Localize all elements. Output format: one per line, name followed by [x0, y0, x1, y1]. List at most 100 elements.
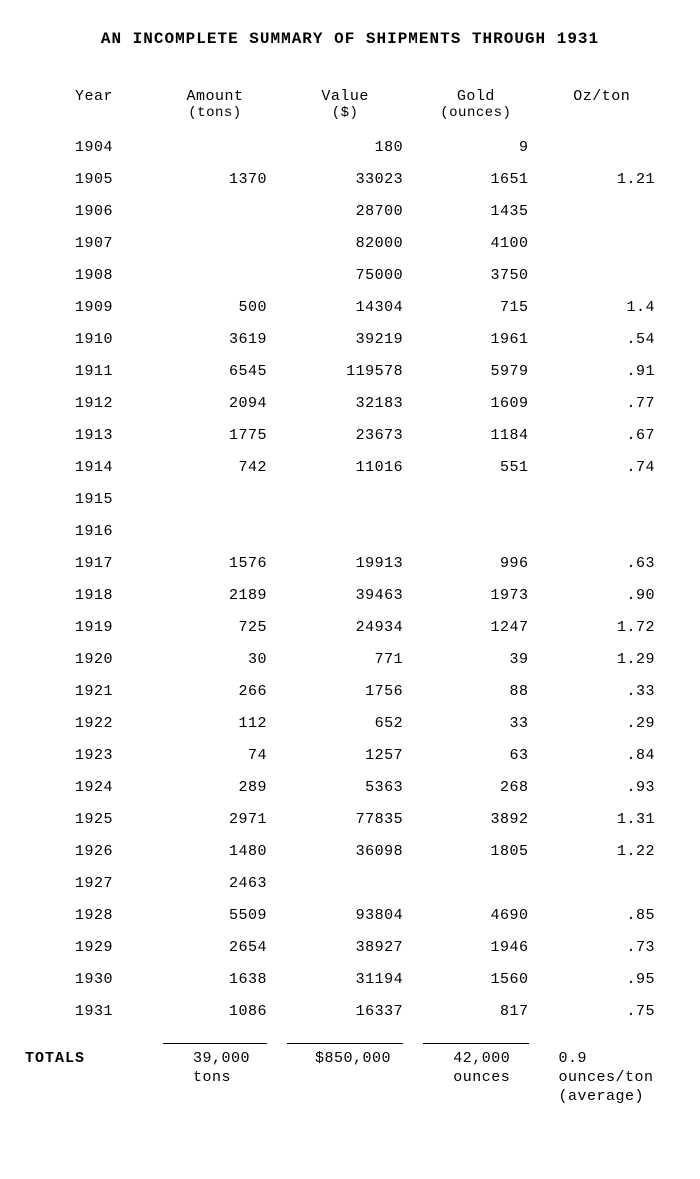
- cell-value: 38927: [287, 939, 423, 971]
- cell-amount: [163, 491, 287, 523]
- cell-gold: 996: [423, 555, 548, 587]
- cell-value: 14304: [287, 299, 423, 331]
- cell-gold: 817: [423, 1003, 548, 1035]
- table-row: 19301638311941560.95: [75, 971, 685, 1003]
- cell-ozton: 1.31: [549, 811, 686, 843]
- cell-amount: 5509: [163, 907, 287, 939]
- cell-value: 32183: [287, 395, 423, 427]
- cell-amount: 742: [163, 459, 287, 491]
- cell-year: 1910: [75, 331, 163, 363]
- cell-ozton: .84: [549, 747, 686, 779]
- cell-value: 771: [287, 651, 423, 683]
- cell-year: 1918: [75, 587, 163, 619]
- cell-value: 19913: [287, 555, 423, 587]
- cell-gold: 3750: [423, 267, 548, 299]
- totals-value-l1: $850,000: [315, 1050, 391, 1067]
- cell-ozton: .33: [549, 683, 686, 715]
- cell-amount: [163, 139, 287, 171]
- totals-ozton: 0.9 ounces/ton (average): [549, 1046, 686, 1106]
- cell-gold: [423, 523, 548, 555]
- cell-gold: [423, 875, 548, 907]
- col-header-amount: Amount (tons): [163, 88, 287, 139]
- cell-gold: 1805: [423, 843, 548, 875]
- col-header-gold-sub: (ounces): [423, 105, 528, 121]
- table-row: 19041809: [75, 139, 685, 171]
- cell-year: 1909: [75, 299, 163, 331]
- cell-gold: 1651: [423, 171, 548, 203]
- cell-amount: 3619: [163, 331, 287, 363]
- table-row: 190513703302316511.21: [75, 171, 685, 203]
- cell-value: 28700: [287, 203, 423, 235]
- table-row: 19122094321831609.77: [75, 395, 685, 427]
- cell-amount: 2463: [163, 875, 287, 907]
- cell-ozton: [549, 235, 686, 267]
- totals-ozton-l1: 0.9 ounces/ton: [559, 1050, 654, 1086]
- cell-gold: 4100: [423, 235, 548, 267]
- cell-year: 1930: [75, 971, 163, 1003]
- cell-value: 180: [287, 139, 423, 171]
- cell-year: 1927: [75, 875, 163, 907]
- col-header-gold: Gold (ounces): [423, 88, 548, 139]
- table-row: 19197252493412471.72: [75, 619, 685, 651]
- table-row: 19182189394631973.90: [75, 587, 685, 619]
- cell-amount: [163, 203, 287, 235]
- cell-value: 93804: [287, 907, 423, 939]
- cell-ozton: 1.4: [549, 299, 686, 331]
- table-row: 1917157619913996.63: [75, 555, 685, 587]
- cell-gold: 5979: [423, 363, 548, 395]
- cell-ozton: .93: [549, 779, 686, 811]
- cell-value: [287, 875, 423, 907]
- cell-ozton: .77: [549, 395, 686, 427]
- cell-gold: 715: [423, 299, 548, 331]
- cell-gold: 1435: [423, 203, 548, 235]
- cell-year: 1906: [75, 203, 163, 235]
- cell-year: 1913: [75, 427, 163, 459]
- totals-gold-l2: ounces: [453, 1069, 510, 1086]
- cell-value: 33023: [287, 171, 423, 203]
- cell-amount: [163, 267, 287, 299]
- col-header-year: Year: [75, 88, 163, 139]
- cell-value: 119578: [287, 363, 423, 395]
- cell-amount: 30: [163, 651, 287, 683]
- cell-gold: 1609: [423, 395, 548, 427]
- cell-ozton: .95: [549, 971, 686, 1003]
- cell-ozton: [549, 523, 686, 555]
- cell-ozton: .90: [549, 587, 686, 619]
- col-header-ozton-label: Oz/ton: [573, 88, 630, 105]
- cell-gold: 9: [423, 139, 548, 171]
- cell-value: 11016: [287, 459, 423, 491]
- cell-year: 1907: [75, 235, 163, 267]
- cell-ozton: [549, 203, 686, 235]
- totals-gold: 42,000 ounces: [423, 1046, 548, 1106]
- cell-value: [287, 491, 423, 523]
- table-row: 192614803609818051.22: [75, 843, 685, 875]
- cell-amount: 289: [163, 779, 287, 811]
- cell-gold: 268: [423, 779, 548, 811]
- cell-ozton: [549, 267, 686, 299]
- cell-amount: 2189: [163, 587, 287, 619]
- cell-gold: 1184: [423, 427, 548, 459]
- shipments-table: Year Amount (tons) Value ($) Gold (ounce…: [75, 88, 685, 1106]
- cell-value: 5363: [287, 779, 423, 811]
- table-row: 19285509938044690.85: [75, 907, 685, 939]
- cell-amount: 2094: [163, 395, 287, 427]
- cell-amount: 725: [163, 619, 287, 651]
- table-row: 192030771391.29: [75, 651, 685, 683]
- col-header-amount-sub: (tons): [163, 105, 267, 121]
- cell-value: 39463: [287, 587, 423, 619]
- cell-gold: 88: [423, 683, 548, 715]
- cell-gold: 1560: [423, 971, 548, 1003]
- cell-value: 1257: [287, 747, 423, 779]
- cell-year: 1911: [75, 363, 163, 395]
- table-row: 1915: [75, 491, 685, 523]
- table-header-row: Year Amount (tons) Value ($) Gold (ounce…: [75, 88, 685, 139]
- cell-amount: 1480: [163, 843, 287, 875]
- cell-gold: 1961: [423, 331, 548, 363]
- cell-year: 1925: [75, 811, 163, 843]
- table-row: 1909500143047151.4: [75, 299, 685, 331]
- cell-gold: 551: [423, 459, 548, 491]
- cell-year: 1914: [75, 459, 163, 491]
- table-row: 1908750003750: [75, 267, 685, 299]
- table-body: 19041809190513703302316511.2119062870014…: [75, 139, 685, 1035]
- cell-amount: 112: [163, 715, 287, 747]
